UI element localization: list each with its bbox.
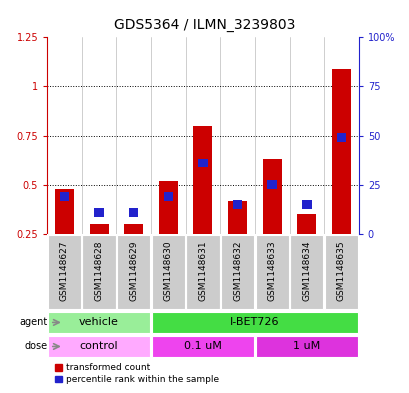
FancyBboxPatch shape <box>324 235 357 309</box>
Legend: transformed count, percentile rank within the sample: transformed count, percentile rank withi… <box>52 360 222 388</box>
Text: control: control <box>80 342 118 351</box>
Bar <box>129 208 138 217</box>
FancyBboxPatch shape <box>220 235 254 309</box>
FancyBboxPatch shape <box>290 235 323 309</box>
Bar <box>55 189 74 234</box>
Text: vehicle: vehicle <box>79 318 119 327</box>
FancyBboxPatch shape <box>151 235 184 309</box>
Bar <box>267 180 276 189</box>
Text: I-BET726: I-BET726 <box>229 318 279 327</box>
Bar <box>198 159 207 167</box>
Bar <box>94 208 103 217</box>
FancyBboxPatch shape <box>255 336 357 357</box>
Bar <box>297 214 316 234</box>
FancyBboxPatch shape <box>117 235 150 309</box>
FancyBboxPatch shape <box>48 312 150 333</box>
Text: GSM1148632: GSM1148632 <box>232 241 241 301</box>
FancyBboxPatch shape <box>82 235 115 309</box>
FancyBboxPatch shape <box>186 235 219 309</box>
Text: GDS5364 / ILMN_3239803: GDS5364 / ILMN_3239803 <box>114 18 295 32</box>
Text: 1 uM: 1 uM <box>292 342 320 351</box>
Text: GSM1148627: GSM1148627 <box>60 241 69 301</box>
FancyBboxPatch shape <box>48 336 150 357</box>
Text: GSM1148628: GSM1148628 <box>94 241 103 301</box>
Bar <box>193 126 212 234</box>
Text: GSM1148630: GSM1148630 <box>164 241 173 301</box>
Text: 0.1 uM: 0.1 uM <box>184 342 221 351</box>
Text: GSM1148629: GSM1148629 <box>129 241 138 301</box>
FancyBboxPatch shape <box>255 235 288 309</box>
Bar <box>124 224 143 234</box>
Text: GSM1148635: GSM1148635 <box>336 241 345 301</box>
Bar <box>336 133 345 142</box>
FancyBboxPatch shape <box>48 235 81 309</box>
Text: agent: agent <box>19 318 47 327</box>
Bar <box>227 200 247 234</box>
Bar <box>232 200 242 209</box>
Bar <box>163 192 173 201</box>
Text: GSM1148634: GSM1148634 <box>301 241 310 301</box>
Bar <box>89 224 108 234</box>
Text: GSM1148631: GSM1148631 <box>198 241 207 301</box>
FancyBboxPatch shape <box>151 312 357 333</box>
Text: dose: dose <box>24 342 47 351</box>
Bar <box>331 69 350 234</box>
Bar <box>301 200 311 209</box>
Text: GSM1148633: GSM1148633 <box>267 241 276 301</box>
Bar <box>60 192 69 201</box>
Bar <box>158 181 178 234</box>
Bar <box>262 159 281 234</box>
FancyBboxPatch shape <box>151 336 254 357</box>
